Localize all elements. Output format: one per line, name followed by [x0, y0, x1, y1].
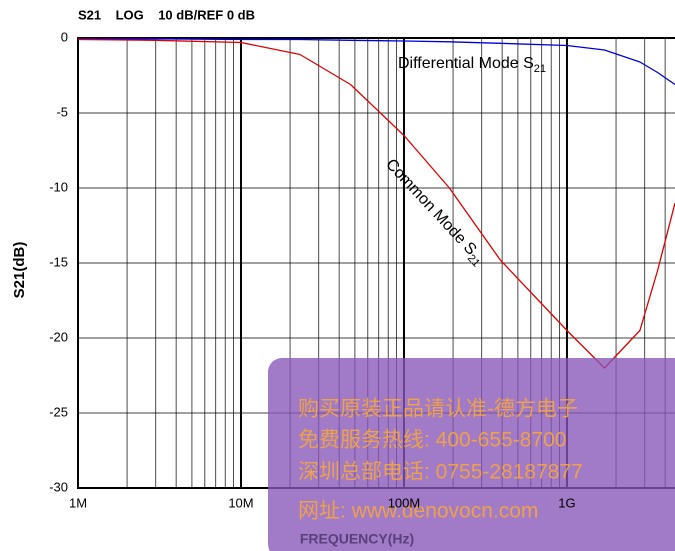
x-tick-label: 100M — [388, 495, 421, 510]
y-tick-label: -15 — [49, 254, 68, 269]
watermark-text: 购买原装正品请认准-德方电子 — [298, 398, 578, 421]
y-tick-label: 0 — [61, 29, 68, 44]
x-axis-label: FREQUENCY(Hz) — [300, 531, 414, 547]
header: S21 LOG 10 dB/REF 0 dB — [78, 7, 255, 22]
watermark-text: 深圳总部电话: 0755-28187877 — [298, 461, 583, 484]
watermark-text: 网址: www.denovocn.com — [298, 500, 538, 523]
x-tick-label: 1G — [558, 495, 575, 510]
x-tick-label: 10M — [228, 495, 253, 510]
y-tick-label: -25 — [49, 404, 68, 419]
y-tick-label: -5 — [56, 104, 68, 119]
series-line — [78, 38, 675, 86]
y-tick-label: -10 — [49, 179, 68, 194]
watermark-box — [268, 358, 675, 551]
series-line — [77, 38, 675, 369]
y-axis-label: S21(dB) — [11, 242, 28, 299]
y-tick-label: -20 — [49, 329, 68, 344]
annotation: Differential Mode S21 — [398, 55, 546, 75]
annotation: Common Mode S21 — [380, 156, 488, 269]
watermark-text: 免费服务热线: 400-655-8700 — [298, 429, 566, 452]
x-tick-label: 1M — [69, 495, 87, 510]
annotation-text: Differential Mode S — [398, 55, 534, 72]
y-tick-label: -30 — [49, 479, 68, 494]
annotation-sub: 21 — [534, 63, 546, 75]
